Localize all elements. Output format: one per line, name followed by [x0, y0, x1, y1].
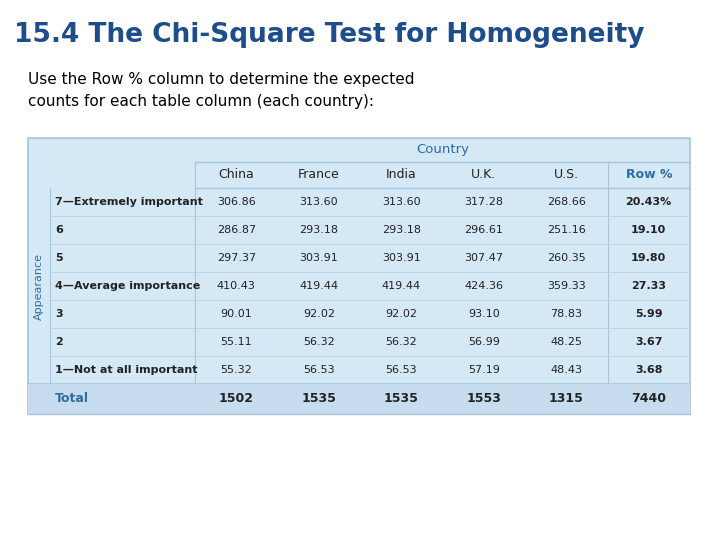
Text: 56.99: 56.99 [468, 337, 500, 347]
Text: 7—Extremely important: 7—Extremely important [55, 197, 203, 207]
Text: 56.53: 56.53 [303, 365, 335, 375]
Text: France: France [298, 168, 340, 181]
Text: 307.47: 307.47 [464, 253, 503, 263]
Text: 92.02: 92.02 [302, 309, 335, 319]
Text: 303.91: 303.91 [300, 253, 338, 263]
Text: 293.18: 293.18 [382, 225, 420, 235]
Text: 56.32: 56.32 [303, 337, 335, 347]
Text: 7440: 7440 [631, 393, 666, 406]
Text: 3.67: 3.67 [635, 337, 662, 347]
Text: 1535: 1535 [384, 393, 419, 406]
Text: 3.68: 3.68 [635, 365, 662, 375]
Text: 251.16: 251.16 [547, 225, 585, 235]
Text: Appearance: Appearance [34, 253, 44, 320]
Text: 3: 3 [55, 309, 63, 319]
Text: 92.02: 92.02 [385, 309, 418, 319]
Text: 2: 2 [55, 337, 63, 347]
Text: 56.32: 56.32 [385, 337, 417, 347]
Text: 93.10: 93.10 [468, 309, 500, 319]
Text: 48.43: 48.43 [550, 365, 582, 375]
Text: U.K.: U.K. [471, 168, 496, 181]
Text: 268.66: 268.66 [546, 197, 585, 207]
Text: 313.60: 313.60 [300, 197, 338, 207]
Text: 48.25: 48.25 [550, 337, 582, 347]
Text: 286.87: 286.87 [217, 225, 256, 235]
Text: Row %: Row % [626, 168, 672, 181]
Text: Country: Country [416, 144, 469, 157]
Text: 313.60: 313.60 [382, 197, 420, 207]
Text: India: India [386, 168, 417, 181]
Text: Use the Row % column to determine the expected
counts for each table column (eac: Use the Row % column to determine the ex… [28, 72, 415, 109]
Text: 5.99: 5.99 [635, 309, 662, 319]
Text: 260.35: 260.35 [547, 253, 585, 263]
Text: U.S.: U.S. [554, 168, 579, 181]
Text: 1535: 1535 [301, 393, 336, 406]
Text: 297.37: 297.37 [217, 253, 256, 263]
Text: 20.43%: 20.43% [626, 197, 672, 207]
Text: 296.61: 296.61 [464, 225, 503, 235]
Text: 424.36: 424.36 [464, 281, 503, 291]
Text: 419.44: 419.44 [300, 281, 338, 291]
Text: 419.44: 419.44 [382, 281, 420, 291]
Text: 19.80: 19.80 [631, 253, 667, 263]
Text: China: China [218, 168, 254, 181]
Text: 6: 6 [55, 225, 63, 235]
Bar [28, 384, 690, 414]
Text: 4—Average importance: 4—Average importance [55, 281, 200, 291]
Text: 306.86: 306.86 [217, 197, 256, 207]
Text: 55.32: 55.32 [220, 365, 252, 375]
Text: 5: 5 [55, 253, 63, 263]
Bar [28, 138, 690, 414]
Text: 410.43: 410.43 [217, 281, 256, 291]
Text: 1553: 1553 [467, 393, 501, 406]
Text: 56.53: 56.53 [385, 365, 417, 375]
Text: 1315: 1315 [549, 393, 584, 406]
Text: 1502: 1502 [219, 393, 253, 406]
Text: 1—Not at all important: 1—Not at all important [55, 365, 197, 375]
Text: 19.10: 19.10 [631, 225, 667, 235]
Text: 27.33: 27.33 [631, 281, 666, 291]
Text: 15.4 The Chi-Square Test for Homogeneity: 15.4 The Chi-Square Test for Homogeneity [14, 22, 644, 48]
Text: 293.18: 293.18 [300, 225, 338, 235]
Text: Total: Total [55, 393, 89, 406]
Text: 55.11: 55.11 [220, 337, 252, 347]
Text: 90.01: 90.01 [220, 309, 252, 319]
Text: 317.28: 317.28 [464, 197, 503, 207]
Text: 303.91: 303.91 [382, 253, 420, 263]
Text: 57.19: 57.19 [468, 365, 500, 375]
Text: 78.83: 78.83 [550, 309, 582, 319]
Text: 359.33: 359.33 [547, 281, 585, 291]
